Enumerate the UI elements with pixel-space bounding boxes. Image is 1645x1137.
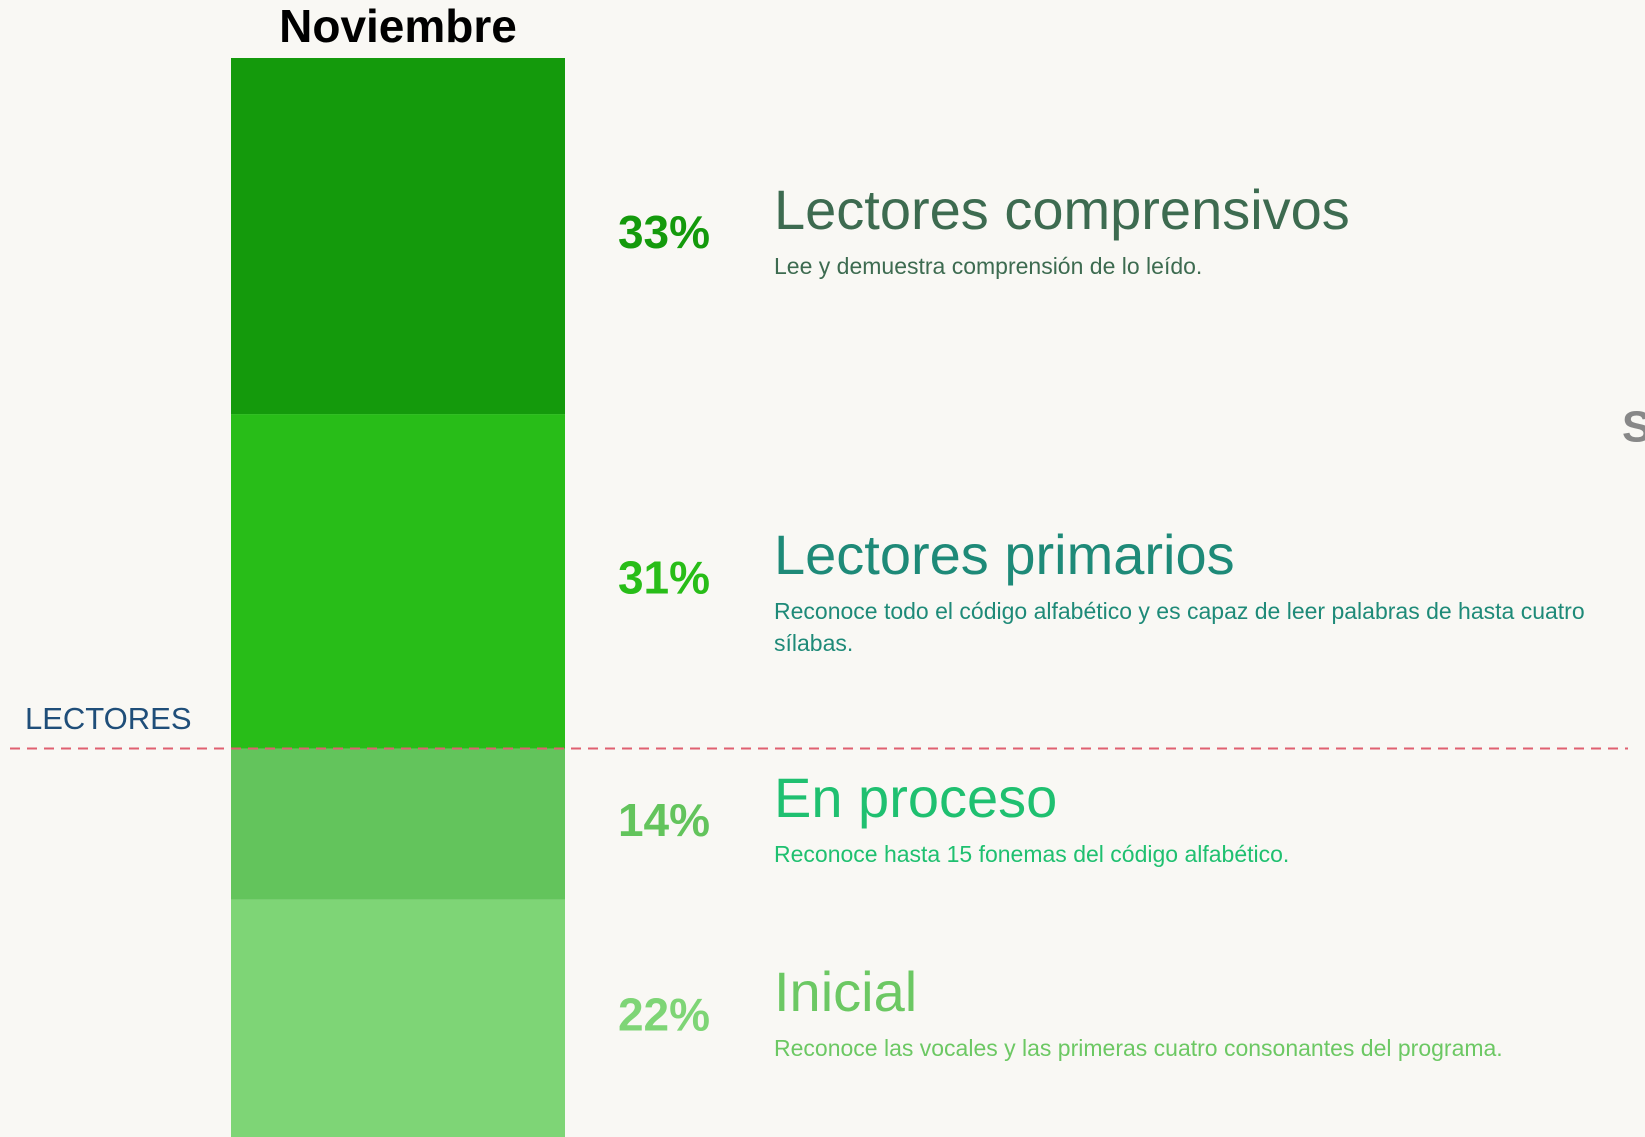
- description-box: Lee y demuestra comprensión de lo leído.: [774, 253, 1203, 280]
- bar-segment: [231, 414, 565, 749]
- segment-name: Lectores primarios: [774, 523, 1235, 586]
- segment-description: Reconoce todo el código alfabético y es …: [774, 598, 1585, 657]
- bar-segment: [231, 58, 565, 415]
- value-label: 14%: [618, 794, 710, 846]
- bar-segment: [231, 899, 565, 1137]
- bar-segment: [231, 748, 565, 900]
- threshold-label: LECTORES: [25, 701, 192, 736]
- chart-title: Noviembre: [279, 0, 517, 52]
- description-box: Reconoce las vocales y las primeras cuat…: [774, 1035, 1503, 1062]
- segment-name: En proceso: [774, 766, 1057, 829]
- value-label: 31%: [618, 551, 710, 603]
- segment-description: Lee y demuestra comprensión de lo leído.: [774, 253, 1203, 280]
- segment-name: Lectores comprensivos: [774, 178, 1350, 241]
- description-box: Reconoce hasta 15 fonemas del código alf…: [774, 841, 1290, 868]
- edge-text: S: [1622, 403, 1645, 452]
- segment-description: Reconoce las vocales y las primeras cuat…: [774, 1035, 1503, 1062]
- description-box: Reconoce todo el código alfabético y es …: [774, 598, 1585, 657]
- segment-description: Reconoce hasta 15 fonemas del código alf…: [774, 841, 1290, 868]
- value-label: 22%: [618, 988, 710, 1040]
- value-label: 33%: [618, 206, 710, 258]
- segment-name: Inicial: [774, 960, 917, 1023]
